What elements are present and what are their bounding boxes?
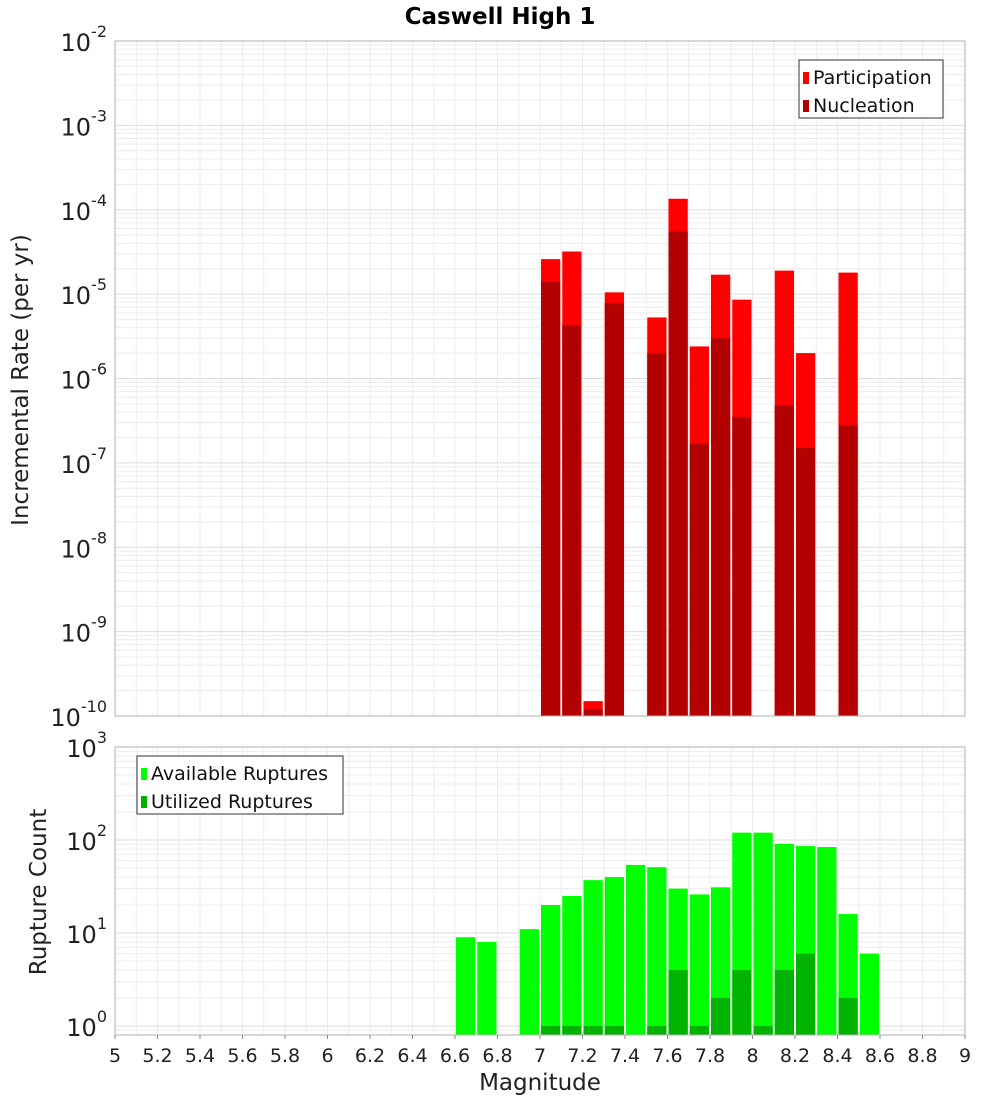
- x-tick-label: 7.4: [610, 1045, 640, 1067]
- legend-entry: Nucleation: [813, 95, 915, 117]
- top-bar-nucleation: [604, 303, 624, 716]
- top-y-axis-label: Incremental Rate (per yr): [8, 234, 34, 526]
- x-tick-label: 8: [746, 1045, 758, 1067]
- bottom-bar-available-ruptures: [541, 904, 561, 1035]
- x-tick-label: 5.8: [270, 1045, 300, 1067]
- bottom-bar-utilized-ruptures: [647, 1025, 667, 1035]
- x-tick-label: 6: [321, 1045, 333, 1067]
- x-tick-label: 6.6: [440, 1045, 470, 1067]
- x-tick-label: 5.2: [142, 1045, 172, 1067]
- top-y-tick-label: 10-9: [61, 613, 108, 648]
- bottom-bar-utilized-ruptures: [541, 1025, 561, 1035]
- x-tick-label: 8.2: [780, 1045, 810, 1067]
- bottom-bar-utilized-ruptures: [562, 1025, 582, 1035]
- legend-swatch: [141, 796, 147, 808]
- bottom-bar-available-ruptures: [477, 942, 497, 1035]
- bottom-y-tick-label: 100: [66, 1007, 107, 1042]
- top-y-tick-label: 10-7: [61, 444, 108, 479]
- top-bar-nucleation: [562, 325, 582, 716]
- bottom-bar-available-ruptures: [647, 867, 667, 1035]
- bottom-bar-available-ruptures: [562, 895, 582, 1035]
- bottom-y-tick-label: 101: [66, 914, 107, 949]
- chart-title: Caswell High 1: [405, 4, 596, 30]
- bottom-y-axis-label: Rupture Count: [26, 809, 52, 975]
- top-y-tick-label: 10-5: [61, 275, 108, 310]
- bottom-bar-utilized-ruptures: [753, 1025, 773, 1035]
- bottom-legend: Available Ruptures Utilized Ruptures: [136, 755, 344, 815]
- bottom-bar-utilized-ruptures: [774, 969, 794, 1035]
- bottom-bar-available-ruptures: [626, 864, 646, 1035]
- x-tick-label: 8.4: [822, 1045, 852, 1067]
- bottom-bar-utilized-ruptures: [838, 997, 858, 1035]
- legend-swatch: [141, 768, 147, 780]
- bottom-bar-available-ruptures: [689, 894, 709, 1035]
- bottom-bar-utilized-ruptures: [583, 1025, 603, 1035]
- bottom-y-tick-label: 102: [66, 821, 107, 856]
- bottom-bars: [456, 832, 879, 1035]
- top-y-tick-label: 10-6: [61, 360, 108, 395]
- legend-entry: Participation: [813, 67, 932, 89]
- top-bar-nucleation: [796, 448, 816, 716]
- bottom-bar-utilized-ruptures: [604, 1025, 624, 1035]
- bottom-y-tick-label: 103: [66, 728, 107, 763]
- x-tick-label: 5.6: [227, 1045, 257, 1067]
- top-grid: [114, 41, 966, 717]
- bottom-bar-available-ruptures: [604, 877, 624, 1035]
- x-tick-label: 9: [959, 1045, 971, 1067]
- x-tick-label: 7.6: [652, 1045, 682, 1067]
- x-tick-label: 7: [534, 1045, 546, 1067]
- legend-swatch: [803, 72, 809, 84]
- top-y-tick-label: 10-3: [61, 106, 108, 141]
- top-plot-frame: [114, 40, 966, 717]
- bottom-bar-utilized-ruptures: [668, 969, 688, 1035]
- bottom-bar-utilized-ruptures: [711, 997, 731, 1035]
- top-y-tick-label: 10-10: [50, 697, 107, 732]
- legend-swatch: [803, 100, 809, 112]
- top-bar-nucleation: [838, 425, 858, 716]
- x-tick-label: 8.6: [865, 1045, 895, 1067]
- top-bar-nucleation: [732, 416, 752, 716]
- x-tick-label: 6.4: [397, 1045, 427, 1067]
- top-y-tick-label: 10-8: [61, 528, 108, 563]
- top-bar-nucleation: [689, 443, 709, 716]
- bottom-bar-available-ruptures: [456, 937, 476, 1035]
- bottom-bar-available-ruptures: [817, 847, 837, 1035]
- bottom-bar-utilized-ruptures: [732, 969, 752, 1035]
- x-tick-label: 5.4: [185, 1045, 215, 1067]
- top-bar-nucleation: [541, 281, 561, 716]
- bottom-bar-utilized-ruptures: [796, 953, 816, 1035]
- top-y-tick-label: 10-4: [61, 191, 108, 226]
- top-bars: [541, 198, 858, 717]
- legend-entry: Available Ruptures: [151, 763, 328, 785]
- bottom-bar-utilized-ruptures: [689, 1025, 709, 1035]
- top-plot: 10-10 10-9 10-8 10-7 10-6 10-5 10-4 10-3 10-2 Par…: [50, 22, 966, 732]
- x-tick-label: 6.8: [482, 1045, 512, 1067]
- x-tick-label: 7.2: [567, 1045, 597, 1067]
- bottom-bar-available-ruptures: [519, 929, 539, 1035]
- x-axis-label: Magnitude: [479, 1070, 601, 1096]
- top-bar-nucleation: [668, 231, 688, 716]
- bottom-bar-available-ruptures: [583, 880, 603, 1035]
- x-tick-label: 6.2: [355, 1045, 385, 1067]
- x-tick-label: 7.8: [695, 1045, 725, 1067]
- bottom-bar-available-ruptures: [753, 832, 773, 1035]
- top-bar-nucleation: [711, 338, 731, 716]
- top-bar-nucleation: [774, 405, 794, 716]
- top-y-tick-label: 10-2: [61, 22, 108, 57]
- x-tick-label: 8.8: [907, 1045, 937, 1067]
- legend-entry: Utilized Ruptures: [151, 791, 313, 813]
- top-bar-nucleation: [647, 353, 667, 716]
- top-bar-nucleation: [583, 709, 603, 716]
- top-legend: Participation Nucleation: [798, 59, 944, 119]
- bottom-bar-available-ruptures: [859, 953, 879, 1035]
- x-tick-label: 5: [109, 1045, 121, 1067]
